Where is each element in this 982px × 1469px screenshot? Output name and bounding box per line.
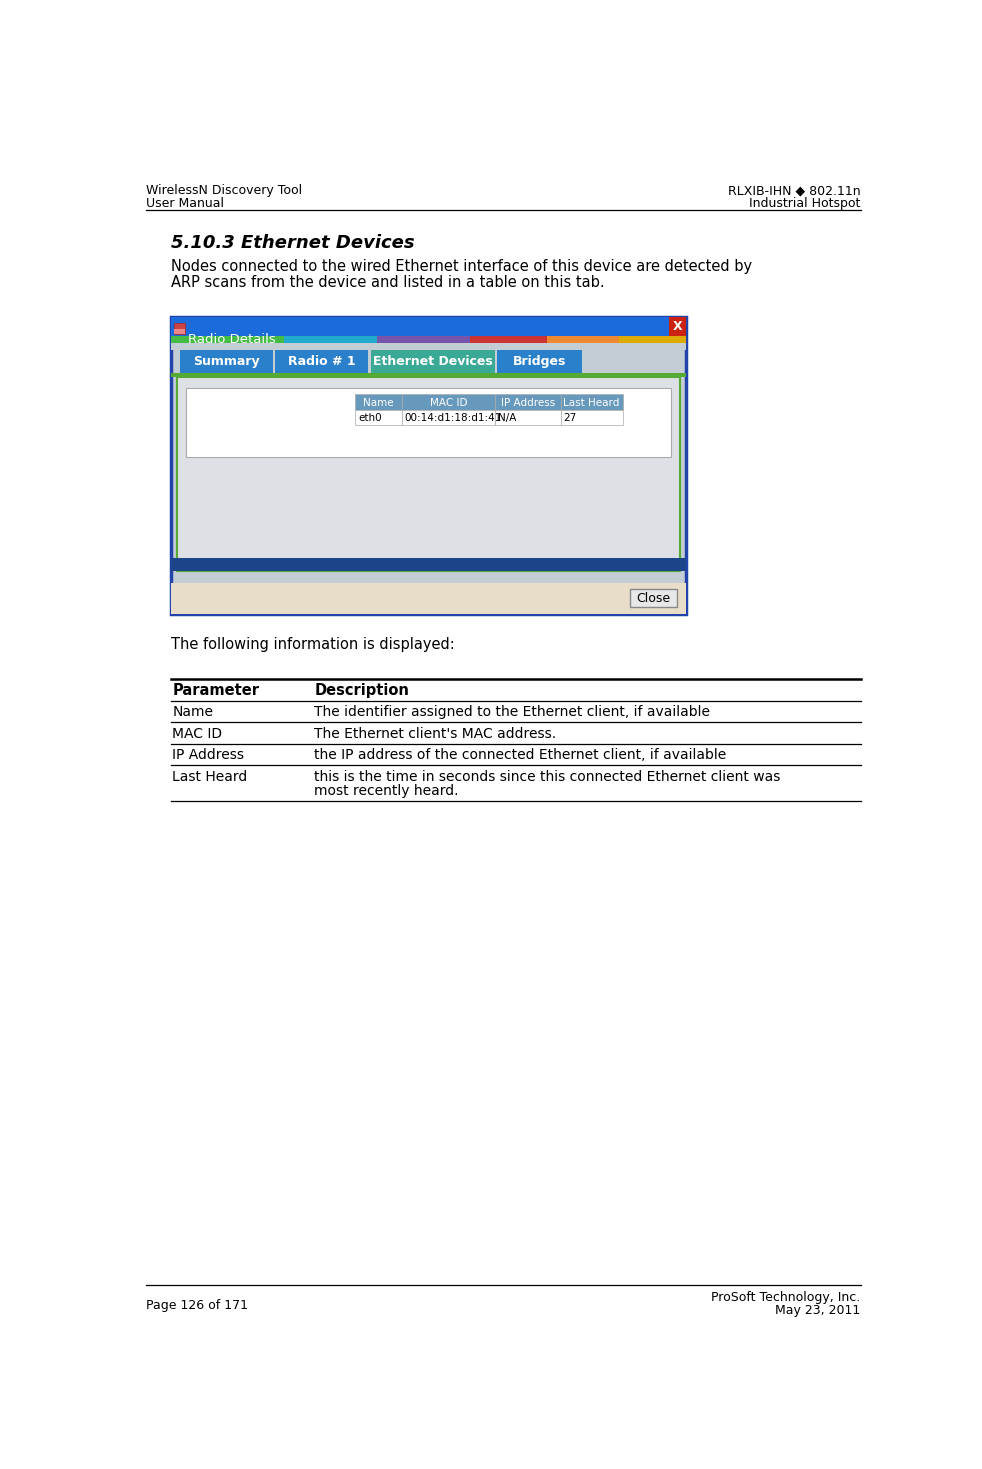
Bar — [171, 336, 284, 344]
Text: 5.10.3 Ethernet Devices: 5.10.3 Ethernet Devices — [171, 234, 414, 253]
Text: Name: Name — [363, 398, 394, 408]
Bar — [469, 336, 547, 344]
Bar — [171, 583, 686, 614]
Text: eth0: eth0 — [358, 413, 382, 423]
Bar — [561, 410, 623, 425]
Bar — [171, 317, 686, 336]
Bar — [497, 350, 582, 373]
Text: the IP address of the connected Ethernet client, if available: the IP address of the connected Ethernet… — [314, 748, 727, 762]
Bar — [174, 329, 185, 333]
Text: RLXIB-IHN ◆ 802.11n: RLXIB-IHN ◆ 802.11n — [728, 184, 860, 197]
Bar — [495, 410, 561, 425]
Bar — [561, 394, 623, 410]
Text: X: X — [673, 320, 682, 333]
Text: User Manual: User Manual — [146, 197, 224, 210]
Bar — [669, 317, 686, 336]
Text: Name: Name — [173, 705, 213, 720]
Text: N/A: N/A — [498, 413, 517, 423]
Text: Last Heard: Last Heard — [564, 398, 620, 408]
Text: Last Heard: Last Heard — [173, 770, 247, 784]
Text: Close: Close — [636, 592, 671, 605]
Text: The Ethernet client's MAC address.: The Ethernet client's MAC address. — [314, 727, 556, 740]
Bar — [547, 336, 620, 344]
Text: Bridges: Bridges — [513, 355, 567, 369]
Text: Radio Details: Radio Details — [188, 333, 276, 347]
Bar — [402, 394, 495, 410]
Bar — [402, 410, 495, 425]
Text: IP Address: IP Address — [501, 398, 555, 408]
Bar — [174, 323, 185, 333]
Text: Description: Description — [314, 683, 409, 698]
Bar — [187, 388, 671, 457]
Text: May 23, 2011: May 23, 2011 — [776, 1303, 860, 1316]
Bar — [495, 394, 561, 410]
Text: this is the time in seconds since this connected Ethernet client was: this is the time in seconds since this c… — [314, 770, 781, 784]
Text: ProSoft Technology, Inc.: ProSoft Technology, Inc. — [711, 1291, 860, 1304]
Bar — [377, 336, 469, 344]
Bar — [171, 373, 686, 378]
Text: 00:14:d1:18:d1:41: 00:14:d1:18:d1:41 — [405, 413, 502, 423]
Text: MAC ID: MAC ID — [429, 398, 467, 408]
Bar — [177, 378, 680, 570]
Text: IP Address: IP Address — [173, 748, 245, 762]
Bar — [171, 558, 686, 570]
Text: Nodes connected to the wired Ethernet interface of this device are detected by: Nodes connected to the wired Ethernet in… — [171, 260, 752, 275]
Bar — [355, 394, 402, 410]
Bar — [620, 336, 686, 344]
Bar — [180, 350, 273, 373]
Bar — [171, 317, 686, 614]
Text: Ethernet Devices: Ethernet Devices — [373, 355, 493, 369]
Text: Industrial Hotspot: Industrial Hotspot — [749, 197, 860, 210]
Text: Parameter: Parameter — [173, 683, 259, 698]
Text: 27: 27 — [564, 413, 577, 423]
Text: The identifier assigned to the Ethernet client, if available: The identifier assigned to the Ethernet … — [314, 705, 710, 720]
Text: The following information is displayed:: The following information is displayed: — [171, 636, 455, 652]
Text: most recently heard.: most recently heard. — [314, 784, 459, 798]
Text: WirelessN Discovery Tool: WirelessN Discovery Tool — [146, 184, 302, 197]
Bar — [630, 589, 677, 608]
Bar — [171, 344, 686, 350]
Bar — [371, 350, 495, 373]
Text: Summary: Summary — [193, 355, 260, 369]
Text: MAC ID: MAC ID — [173, 727, 223, 740]
Text: Radio # 1: Radio # 1 — [288, 355, 355, 369]
Bar — [284, 336, 377, 344]
Bar — [355, 410, 402, 425]
Bar — [275, 350, 368, 373]
Text: Page 126 of 171: Page 126 of 171 — [146, 1299, 248, 1312]
Text: ARP scans from the device and listed in a table on this tab.: ARP scans from the device and listed in … — [171, 275, 605, 289]
